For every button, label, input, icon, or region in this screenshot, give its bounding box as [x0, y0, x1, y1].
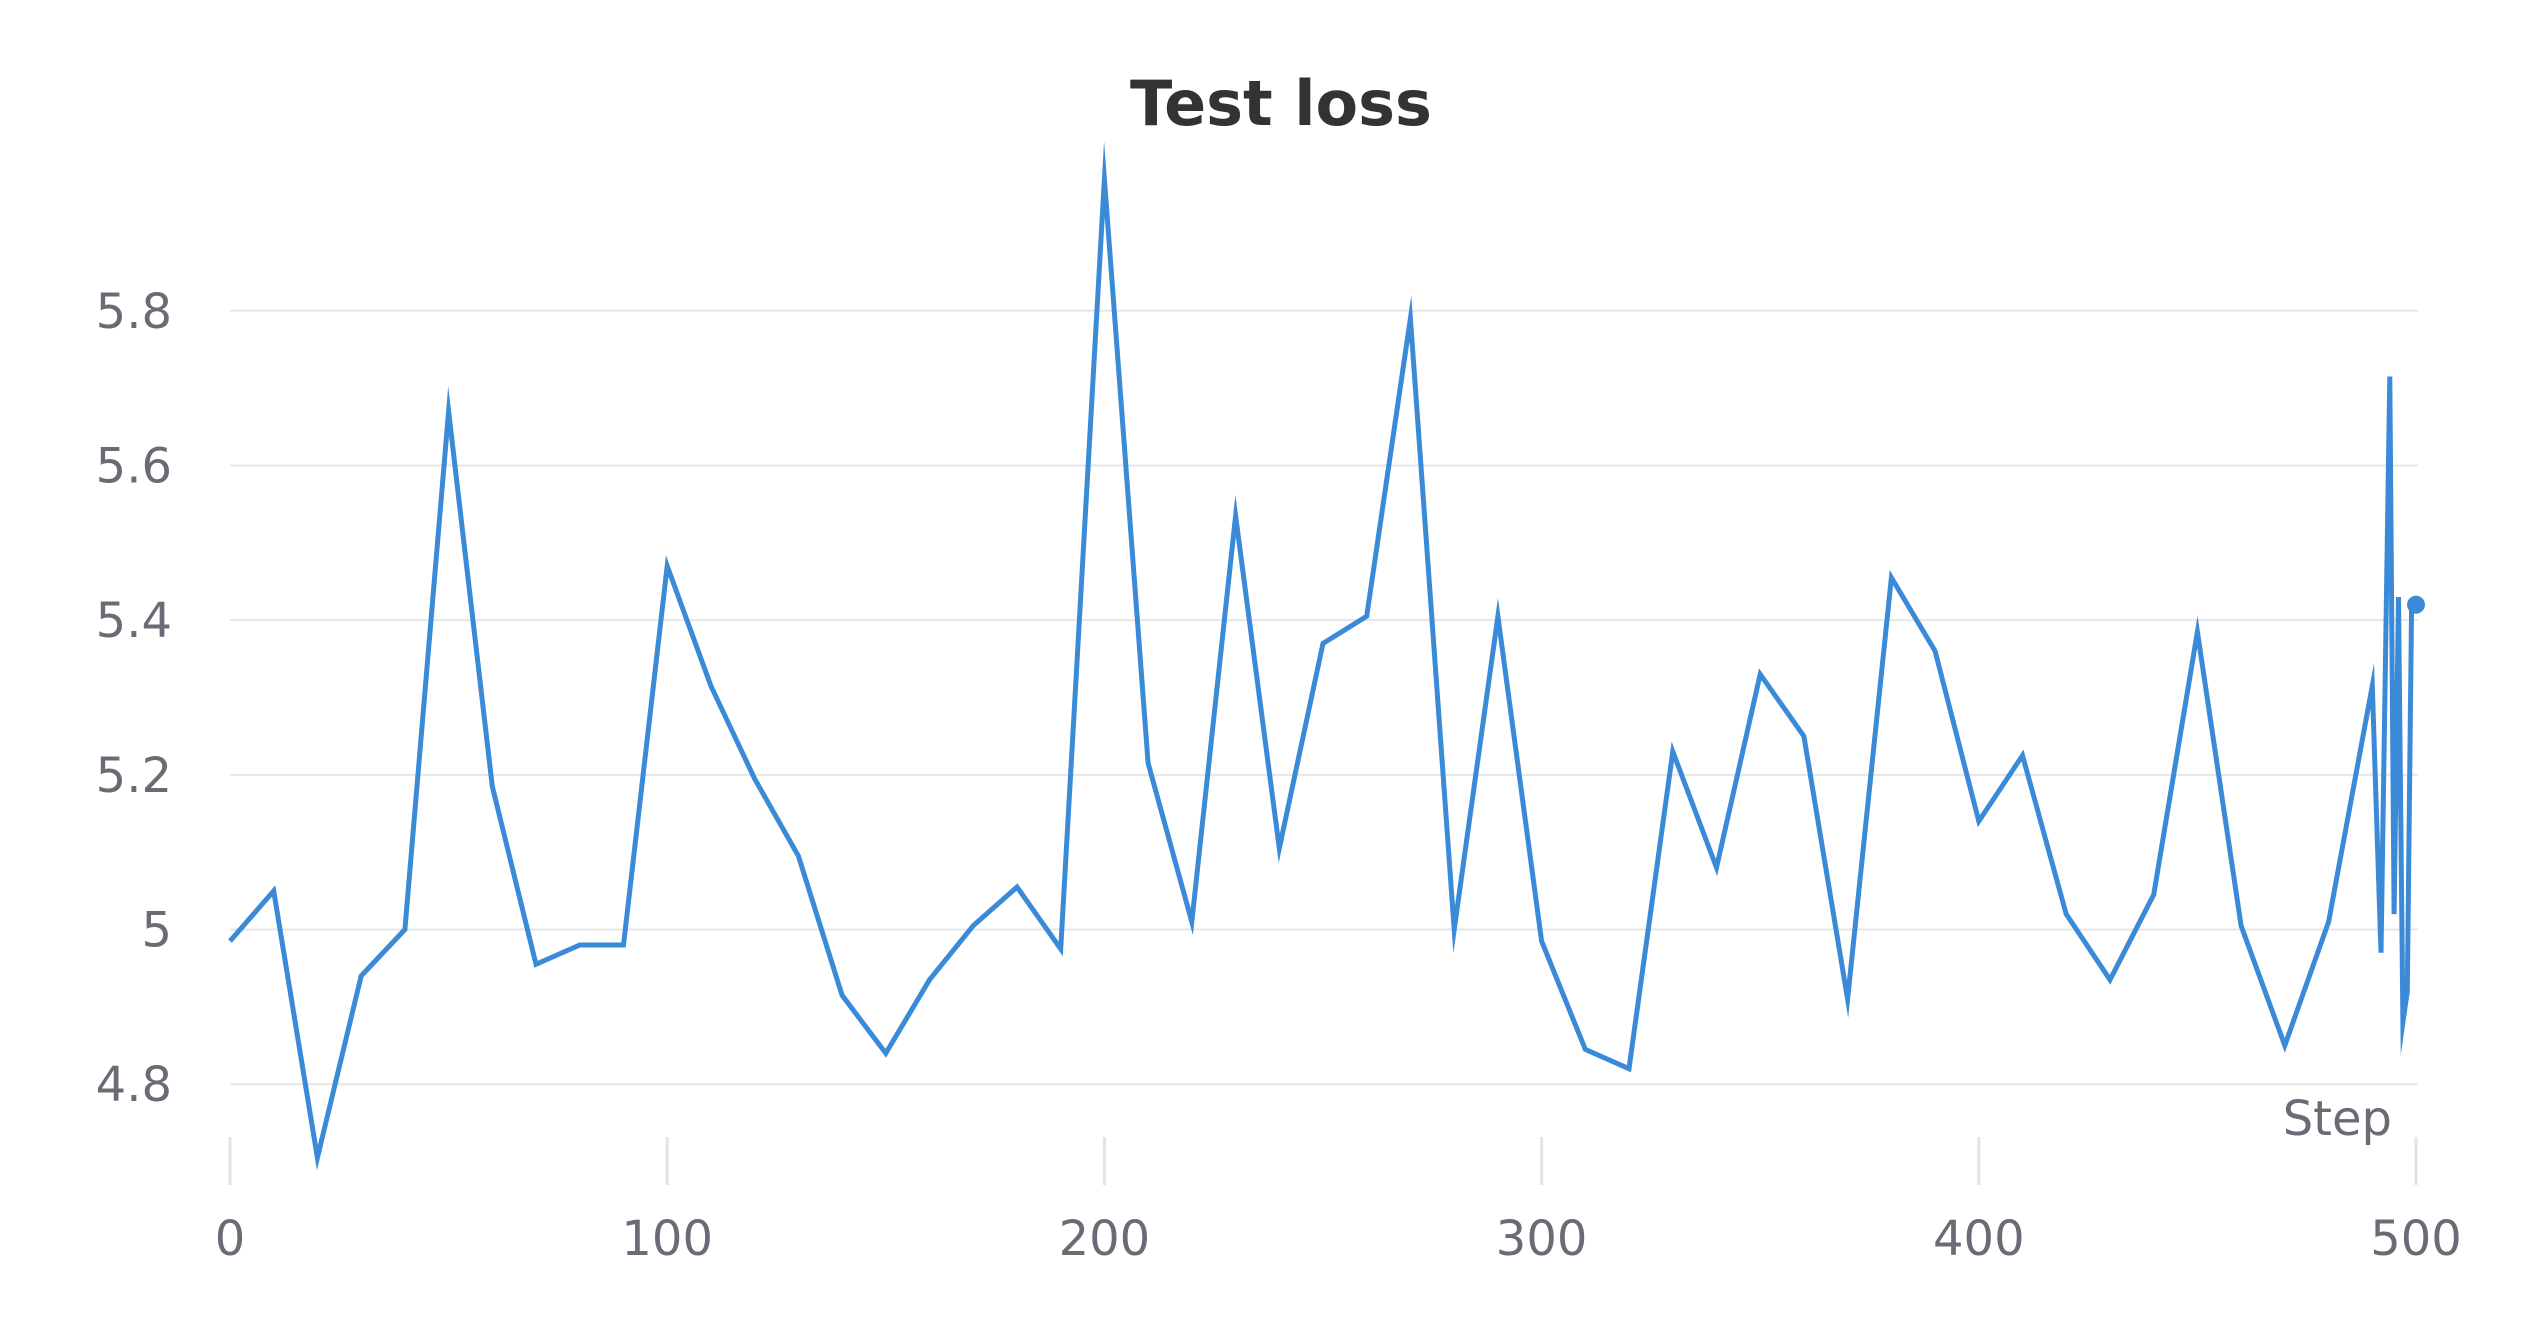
- x-tick-label: 200: [1059, 1211, 1151, 1267]
- x-axis-ticks: [228, 1137, 2418, 1185]
- grid-lines: [230, 309, 2418, 1086]
- x-axis-tick-labels: 0 100 200 300 400 500: [215, 1211, 2462, 1267]
- x-tick-label: 500: [2370, 1211, 2462, 1267]
- x-tick-label: 0: [215, 1211, 246, 1267]
- series-layer: [228, 141, 2425, 1171]
- y-tick-label: 4.8: [96, 1057, 172, 1113]
- y-tick-label: 5: [141, 903, 172, 959]
- series-line: [228, 141, 2416, 1171]
- x-tick-label: 300: [1496, 1211, 1588, 1267]
- chart-title: Test loss: [1130, 67, 1432, 140]
- x-axis-title: Step: [2283, 1091, 2392, 1147]
- x-tick-label: 100: [621, 1211, 713, 1267]
- y-tick-label: 5.2: [96, 748, 172, 804]
- y-tick-label: 5.4: [96, 593, 172, 649]
- y-tick-label: 5.6: [96, 438, 172, 494]
- x-tick-label: 400: [1933, 1211, 2025, 1267]
- y-axis-tick-labels: 4.8 5 5.2 5.4 5.6 5.8: [96, 284, 172, 1113]
- y-tick-label: 5.8: [96, 284, 172, 340]
- last-point-marker: [2407, 595, 2425, 614]
